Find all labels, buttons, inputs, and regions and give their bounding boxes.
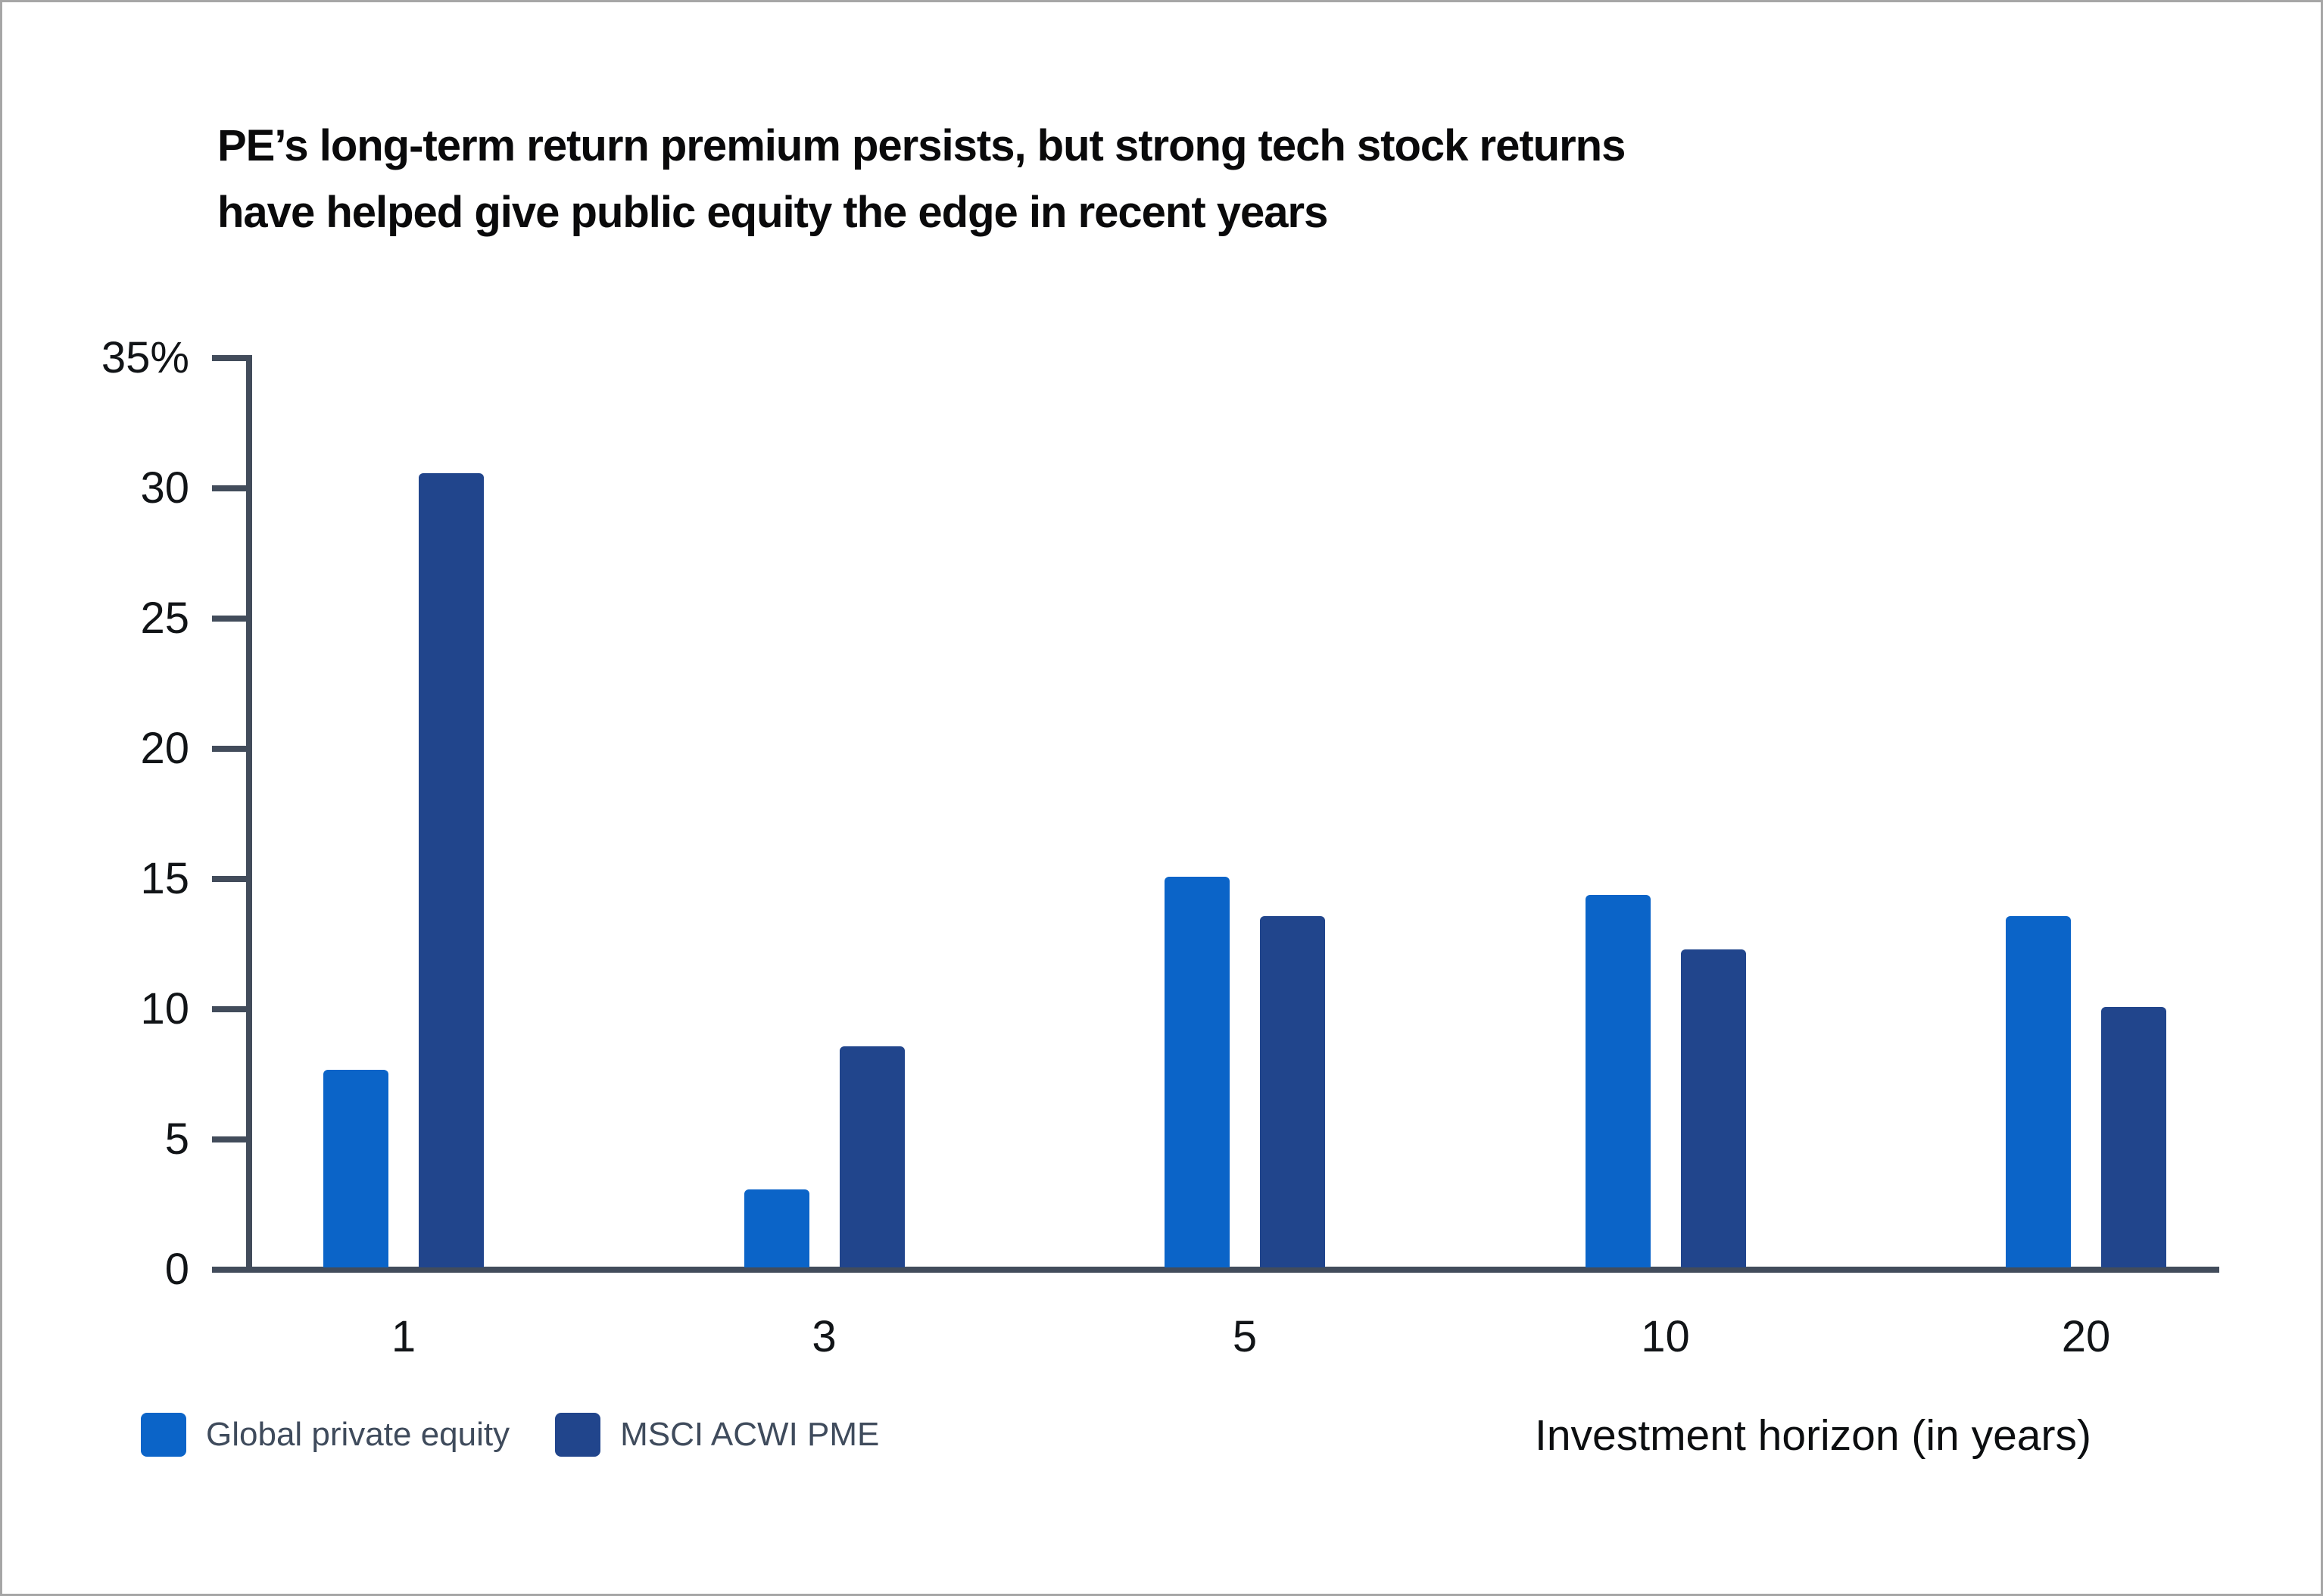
bar-msci-acwi-pme-1 <box>419 472 484 1267</box>
chart-title-line-2: have helped give public equity the edge … <box>217 188 1328 237</box>
y-tick-mark <box>212 1136 251 1142</box>
bar-global-private-equity-20 <box>2006 915 2071 1267</box>
bar-msci-acwi-pme-3 <box>839 1046 905 1267</box>
y-axis-line <box>246 355 252 1273</box>
bar-global-private-equity-1 <box>323 1069 388 1267</box>
y-tick-label: 10 <box>140 984 189 1033</box>
bar-msci-acwi-pme-5 <box>1260 915 1325 1267</box>
legend-label-msci-acwi-pme: MSCI ACWI PME <box>620 1416 880 1453</box>
x-axis-title: Investment horizon (in years) <box>1535 1411 2091 1460</box>
y-tick-mark <box>212 876 251 882</box>
y-tick-label: 15 <box>140 854 189 903</box>
x-axis-line <box>212 1267 2219 1273</box>
bar-global-private-equity-10 <box>1585 895 1651 1267</box>
x-tick-label-5: 5 <box>1232 1312 1258 1361</box>
bar-msci-acwi-pme-20 <box>2101 1007 2166 1267</box>
bar-global-private-equity-5 <box>1165 877 1230 1267</box>
chart-legend: Global private equity MSCI ACWI PME <box>141 1412 905 1457</box>
x-tick-label-3: 3 <box>812 1312 837 1361</box>
chart-title: PE’s long-term return premium persists, … <box>217 113 1626 246</box>
y-tick-label: 5 <box>164 1114 189 1164</box>
y-tick-mark <box>212 1267 251 1273</box>
bar-msci-acwi-pme-10 <box>1680 949 1746 1267</box>
legend-swatch-msci-acwi-pme <box>555 1413 601 1457</box>
x-tick-label-20: 20 <box>2061 1312 2111 1361</box>
y-tick-label: 30 <box>140 463 189 513</box>
y-tick-mark <box>212 1006 251 1012</box>
legend-swatch-global-private-equity <box>141 1413 186 1457</box>
x-tick-label-1: 1 <box>391 1312 416 1361</box>
y-tick-label: 25 <box>140 594 189 643</box>
y-tick-mark <box>212 485 251 491</box>
y-tick-mark <box>212 355 251 361</box>
x-tick-label-10: 10 <box>1641 1312 1690 1361</box>
y-tick-label: 0 <box>164 1245 189 1294</box>
y-tick-mark <box>212 616 251 622</box>
y-tick-label: 20 <box>140 724 189 773</box>
legend-item-global-private-equity: Global private equity <box>141 1412 535 1457</box>
y-tick-label: 35% <box>101 333 189 382</box>
chart-title-line-1: PE’s long-term return premium persists, … <box>217 121 1626 170</box>
legend-label-global-private-equity: Global private equity <box>206 1416 510 1453</box>
y-tick-mark <box>212 746 251 752</box>
legend-item-msci-acwi-pme: MSCI ACWI PME <box>555 1412 905 1457</box>
bar-global-private-equity-3 <box>744 1189 809 1267</box>
